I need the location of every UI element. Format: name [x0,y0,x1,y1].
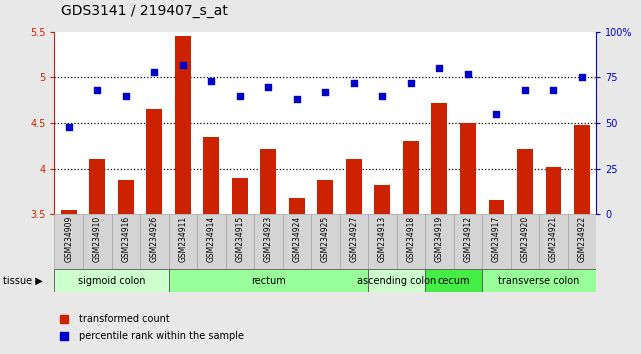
Bar [169,214,197,269]
Text: GSM234915: GSM234915 [235,216,244,262]
Bar [425,214,454,269]
Bar [368,269,425,292]
Point [263,84,274,89]
Text: GSM234926: GSM234926 [150,216,159,262]
Point [59,316,69,322]
Point [92,87,103,93]
Text: GSM234919: GSM234919 [435,216,444,262]
Text: GSM234927: GSM234927 [349,216,358,262]
Bar [340,214,368,269]
Bar [54,214,83,269]
Text: GSM234923: GSM234923 [264,216,273,262]
Bar [403,141,419,214]
Text: transformed count: transformed count [79,314,170,324]
Point [548,87,558,93]
Bar [454,214,482,269]
Bar [61,210,76,214]
Text: GSM234909: GSM234909 [64,216,73,262]
Bar [574,125,590,214]
Bar [197,214,226,269]
Point [59,333,69,339]
Text: GSM234922: GSM234922 [578,216,587,262]
Text: GSM234920: GSM234920 [520,216,529,262]
Point [406,80,416,86]
Bar [112,214,140,269]
Bar [254,214,283,269]
Text: GSM234911: GSM234911 [178,216,187,262]
Point [434,65,444,71]
Text: tissue ▶: tissue ▶ [3,275,43,286]
Point [292,97,302,102]
Bar [140,214,169,269]
Text: GSM234918: GSM234918 [406,216,415,262]
Text: GSM234916: GSM234916 [121,216,130,262]
Text: GSM234912: GSM234912 [463,216,472,262]
Bar [311,214,340,269]
Text: ascending colon: ascending colon [357,275,437,286]
Text: GDS3141 / 219407_s_at: GDS3141 / 219407_s_at [61,4,228,18]
Bar [539,214,568,269]
Bar [175,35,190,214]
Bar [346,160,362,214]
Bar [54,269,169,292]
Bar [460,123,476,214]
Text: GSM234921: GSM234921 [549,216,558,262]
Point [520,87,530,93]
Bar [374,185,390,214]
Bar [203,137,219,214]
Bar [568,214,596,269]
Bar [482,214,511,269]
Point [121,93,131,98]
Point [235,93,245,98]
Bar [260,149,276,214]
Point [577,75,587,80]
Text: GSM234910: GSM234910 [93,216,102,262]
Bar [226,214,254,269]
Bar [169,269,368,292]
Text: GSM234913: GSM234913 [378,216,387,262]
Point [377,93,387,98]
Text: sigmoid colon: sigmoid colon [78,275,146,286]
Bar [232,178,247,214]
Text: cecum: cecum [437,275,470,286]
Bar [289,198,304,214]
Bar [488,200,504,214]
Bar [431,103,447,214]
Point [149,69,160,75]
Bar [368,214,397,269]
Bar [517,149,533,214]
Point [63,124,74,130]
Text: rectum: rectum [251,275,286,286]
Point [349,80,359,86]
Bar [317,179,333,214]
Text: GSM234914: GSM234914 [207,216,216,262]
Text: GSM234925: GSM234925 [320,216,330,262]
Text: transverse colon: transverse colon [499,275,580,286]
Text: percentile rank within the sample: percentile rank within the sample [79,331,244,341]
Bar [545,167,562,214]
Point [491,111,501,117]
Bar [146,109,162,214]
Point [463,71,473,76]
Bar [397,214,425,269]
Text: GSM234917: GSM234917 [492,216,501,262]
Bar [89,160,105,214]
Bar [118,179,133,214]
Bar [83,214,112,269]
Bar [482,269,596,292]
Bar [511,214,539,269]
Point [178,62,188,68]
Point [206,78,217,84]
Bar [425,269,482,292]
Point [320,89,331,95]
Text: GSM234924: GSM234924 [292,216,301,262]
Bar [283,214,311,269]
